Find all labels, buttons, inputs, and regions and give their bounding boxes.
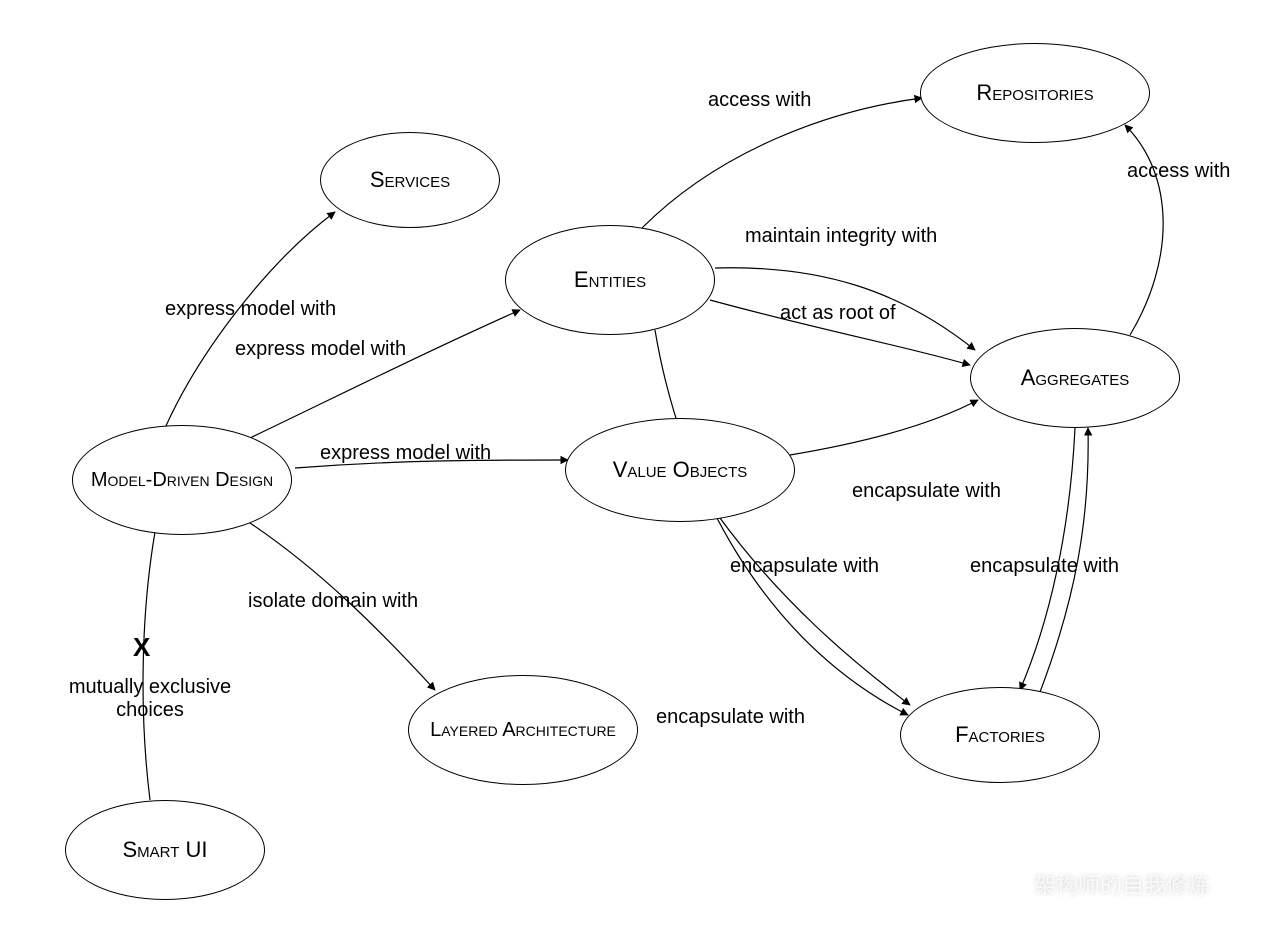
- edge-label-0: express model with: [165, 298, 336, 321]
- node-model-driven-design: Model-Driven Design: [72, 425, 292, 535]
- edge-label-1: express model with: [235, 338, 406, 361]
- edge-label-3: isolate domain with: [248, 590, 418, 613]
- node-services: Services: [320, 132, 500, 228]
- edge-10: [720, 518, 910, 705]
- node-aggregates: Aggregates: [970, 328, 1180, 428]
- edge-label-9: encapsulate with: [852, 480, 1001, 503]
- node-label: Services: [370, 166, 450, 194]
- edge-9: [790, 400, 978, 455]
- edge-label-11: access with: [1127, 160, 1230, 183]
- node-label: Smart UI: [122, 836, 207, 864]
- edge-label-4: mutually exclusivechoices: [60, 676, 240, 722]
- edge-label-5: access with: [708, 89, 811, 112]
- node-label: Model-Driven Design: [91, 468, 273, 493]
- edge-8: [655, 330, 908, 715]
- edge-label-7: act as root of: [780, 302, 896, 325]
- x-mark-icon: X: [133, 632, 150, 663]
- watermark: 架构师的自我修炼: [1000, 868, 1210, 900]
- node-label: Entities: [574, 266, 646, 294]
- node-factories: Factories: [900, 687, 1100, 783]
- node-entities: Entities: [505, 225, 715, 335]
- node-value-objects: Value Objects: [565, 418, 795, 522]
- node-label: Layered Architecture: [430, 718, 616, 743]
- node-repositories: Repositories: [920, 43, 1150, 143]
- edge-5: [642, 98, 922, 228]
- node-label: Repositories: [976, 79, 1093, 107]
- edge-label-10: encapsulate with: [730, 555, 879, 578]
- node-smart-ui: Smart UI: [65, 800, 265, 900]
- edge-label-6: maintain integrity with: [745, 225, 937, 248]
- edge-label-8: encapsulate with: [656, 706, 805, 729]
- edge-1: [250, 310, 520, 438]
- edge-label-12: encapsulate with: [970, 555, 1119, 578]
- watermark-text: 架构师的自我修炼: [1034, 868, 1210, 900]
- node-label: Factories: [955, 721, 1045, 749]
- node-label: Value Objects: [613, 456, 748, 484]
- node-label: Aggregates: [1021, 364, 1130, 392]
- edge-label-2: express model with: [320, 442, 491, 465]
- edge-11: [1125, 125, 1163, 335]
- node-layered-architecture: Layered Architecture: [408, 675, 638, 785]
- edge-4: [143, 532, 155, 800]
- wechat-icon: [1000, 871, 1026, 897]
